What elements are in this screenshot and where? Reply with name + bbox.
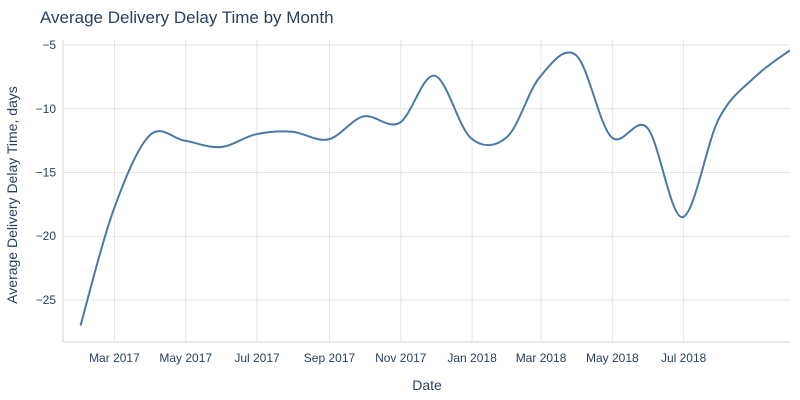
x-tick-label: Jan 2018 bbox=[447, 351, 497, 365]
y-tick-label: −5 bbox=[42, 38, 56, 52]
y-tick-label: −15 bbox=[36, 166, 57, 180]
grid-lines bbox=[63, 40, 790, 342]
x-axis-label: Date bbox=[412, 377, 442, 393]
y-tick-label: −25 bbox=[36, 293, 57, 307]
y-tick-label: −20 bbox=[36, 229, 57, 243]
x-tick-label: Sep 2017 bbox=[304, 351, 356, 365]
x-tick-label: Mar 2017 bbox=[89, 351, 140, 365]
chart-title: Average Delivery Delay Time by Month bbox=[40, 8, 334, 27]
tick-labels: Mar 2017 May 2017 Jul 2017 Sep 2017 Nov 2017… bbox=[36, 38, 707, 365]
axes bbox=[62, 40, 790, 343]
x-tick-label: May 2018 bbox=[586, 351, 639, 365]
x-tick-label: Jul 2017 bbox=[234, 351, 280, 365]
y-tick-label: −10 bbox=[36, 102, 57, 116]
series-layer bbox=[79, 49, 790, 326]
series-line bbox=[79, 49, 790, 326]
x-tick-label: May 2017 bbox=[159, 351, 212, 365]
y-axis-label: Average Delivery Delay Time, days bbox=[4, 86, 20, 304]
x-tick-label: Jul 2018 bbox=[661, 351, 707, 365]
x-tick-label: Mar 2018 bbox=[516, 351, 567, 365]
x-tick-label: Nov 2017 bbox=[375, 351, 427, 365]
